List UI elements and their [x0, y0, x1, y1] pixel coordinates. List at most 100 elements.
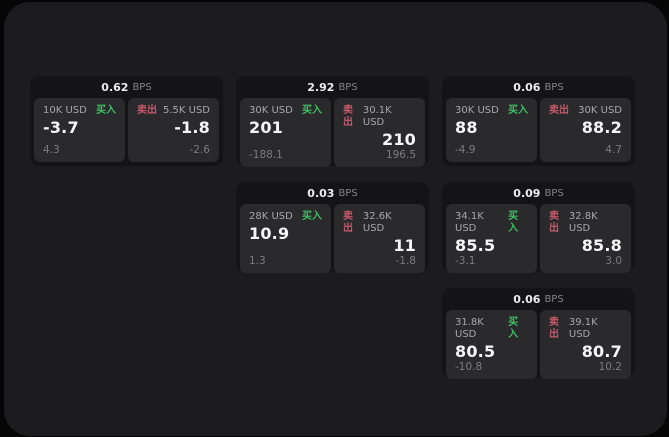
sell-price: -1.8	[174, 118, 210, 137]
sell-quote-panel[interactable]: 卖出 5.5K USD -1.8 -2.6	[128, 98, 219, 162]
spread-header: 0.09 BPS	[446, 182, 631, 204]
sell-delta: 4.7	[605, 144, 622, 156]
sell-price: 210	[382, 130, 416, 149]
sell-price: 88.2	[581, 118, 622, 137]
sell-price: 11	[393, 236, 416, 255]
quote-body: 30K USD 买入 88 -4.9 卖出 30K USD 88.2 4.7	[446, 98, 631, 162]
sell-quote-panel[interactable]: 卖出 32.8K USD 85.8 3.0	[540, 204, 631, 273]
buy-price: -3.7	[43, 118, 79, 137]
buy-side-label: 买入	[302, 211, 322, 222]
sell-quote-panel[interactable]: 卖出 30K USD 88.2 4.7	[540, 98, 631, 162]
buy-side-label: 买入	[508, 105, 528, 116]
sell-size: 30.1K USD	[362, 105, 392, 128]
spread-unit: BPS	[544, 293, 564, 305]
sell-delta: 10.2	[598, 361, 622, 373]
spread-header: 0.03 BPS	[240, 182, 425, 204]
spread-value: 2.92	[307, 80, 335, 94]
sell-delta: 196.5	[385, 149, 416, 161]
spread-header: 0.06 BPS	[446, 76, 631, 98]
spread-unit: BPS	[544, 187, 564, 199]
spread-value: 0.06	[513, 80, 541, 94]
buy-delta: 4.3	[43, 144, 60, 156]
buy-quote-panel[interactable]: 28K USD 买入 10.9 1.3	[240, 204, 331, 273]
quote-body: 30K USD 买入 201 -188.1 卖出 30.1K USD 210 1…	[240, 98, 425, 167]
buy-quote-panel[interactable]: 10K USD 买入 -3.7 4.3	[34, 98, 125, 162]
quote-card: 0.62 BPS 10K USD 买入 -3.7 4.3 卖出 5.5K USD…	[30, 76, 223, 166]
buy-size: 28K USD	[249, 211, 293, 222]
buy-delta: -3.1	[455, 255, 476, 267]
buy-delta: -10.8	[455, 361, 483, 373]
quote-body: 31.8K USD 买入 80.5 -10.8 卖出 39.1K USD 80.…	[446, 310, 631, 379]
spread-value: 0.62	[101, 80, 129, 94]
quote-card: 0.06 BPS 31.8K USD 买入 80.5 -10.8 卖出 39.1…	[442, 288, 635, 379]
buy-delta: -4.9	[455, 144, 476, 156]
buy-quote-panel[interactable]: 34.1K USD 买入 85.5 -3.1	[446, 204, 537, 273]
buy-price: 10.9	[249, 224, 290, 243]
sell-quote-panel[interactable]: 卖出 39.1K USD 80.7 10.2	[540, 310, 631, 379]
spread-value: 0.06	[513, 292, 541, 306]
sell-delta: 3.0	[605, 255, 622, 267]
sell-side-label: 卖出	[343, 211, 353, 234]
buy-quote-panel[interactable]: 30K USD 买入 88 -4.9	[446, 98, 537, 162]
buy-price: 201	[249, 118, 283, 137]
buy-price: 85.5	[455, 236, 496, 255]
spread-value: 0.03	[307, 186, 335, 200]
buy-top-row: 30K USD 买入	[249, 105, 322, 117]
quote-body: 34.1K USD 买入 85.5 -3.1 卖出 32.8K USD 85.8…	[446, 204, 631, 273]
sell-side-label: 卖出	[343, 105, 353, 128]
quote-grid: 0.62 BPS 10K USD 买入 -3.7 4.3 卖出 5.5K USD…	[30, 76, 635, 379]
spread-value: 0.09	[513, 186, 541, 200]
buy-size: 10K USD	[43, 105, 87, 116]
sell-side-label: 卖出	[549, 317, 559, 340]
sell-top-row: 卖出 5.5K USD	[137, 105, 210, 117]
sell-side-label: 卖出	[549, 105, 569, 116]
spread-unit: BPS	[544, 81, 564, 93]
sell-side-label: 卖出	[137, 105, 157, 116]
sell-top-row: 卖出 30.1K USD	[343, 105, 416, 129]
buy-delta: 1.3	[249, 255, 266, 267]
buy-top-row: 31.8K USD 买入	[455, 317, 528, 341]
sell-top-row: 卖出 32.8K USD	[549, 211, 622, 235]
buy-size: 31.8K USD	[455, 317, 484, 340]
quote-card: 0.06 BPS 30K USD 买入 88 -4.9 卖出 30K USD 8…	[442, 76, 635, 166]
spread-header: 0.62 BPS	[34, 76, 219, 98]
spread-unit: BPS	[132, 81, 152, 93]
sell-delta: -2.6	[189, 144, 211, 156]
sell-delta: -1.8	[395, 255, 417, 267]
buy-top-row: 34.1K USD 买入	[455, 211, 528, 235]
sell-top-row: 卖出 39.1K USD	[549, 317, 622, 341]
sell-size: 32.8K USD	[568, 211, 598, 234]
quote-body: 28K USD 买入 10.9 1.3 卖出 32.6K USD 11 -1.8	[240, 204, 425, 273]
spread-header: 0.06 BPS	[446, 288, 631, 310]
sell-price: 80.7	[581, 342, 622, 361]
buy-top-row: 28K USD 买入	[249, 211, 322, 223]
buy-quote-panel[interactable]: 31.8K USD 买入 80.5 -10.8	[446, 310, 537, 379]
spread-unit: BPS	[338, 187, 358, 199]
sell-size: 5.5K USD	[162, 105, 210, 116]
quotes-panel: 0.62 BPS 10K USD 买入 -3.7 4.3 卖出 5.5K USD…	[4, 2, 667, 436]
sell-size: 30K USD	[578, 105, 622, 116]
buy-price: 80.5	[455, 342, 496, 361]
sell-top-row: 卖出 32.6K USD	[343, 211, 416, 235]
buy-size: 30K USD	[455, 105, 499, 116]
sell-top-row: 卖出 30K USD	[549, 105, 622, 117]
buy-size: 34.1K USD	[455, 211, 484, 234]
buy-top-row: 10K USD 买入	[43, 105, 116, 117]
buy-price: 88	[455, 118, 478, 137]
buy-quote-panel[interactable]: 30K USD 买入 201 -188.1	[240, 98, 331, 167]
sell-quote-panel[interactable]: 卖出 32.6K USD 11 -1.8	[334, 204, 425, 273]
quote-card: 2.92 BPS 30K USD 买入 201 -188.1 卖出 30.1K …	[236, 76, 429, 167]
quote-card: 0.03 BPS 28K USD 买入 10.9 1.3 卖出 32.6K US…	[236, 182, 429, 273]
quote-card: 0.09 BPS 34.1K USD 买入 85.5 -3.1 卖出 32.8K…	[442, 182, 635, 273]
sell-quote-panel[interactable]: 卖出 30.1K USD 210 196.5	[334, 98, 425, 167]
buy-side-label: 买入	[508, 317, 519, 340]
sell-price: 85.8	[581, 236, 622, 255]
buy-side-label: 买入	[302, 105, 322, 116]
sell-size: 39.1K USD	[568, 317, 598, 340]
spread-header: 2.92 BPS	[240, 76, 425, 98]
buy-top-row: 30K USD 买入	[455, 105, 528, 117]
buy-side-label: 买入	[96, 105, 116, 116]
buy-size: 30K USD	[249, 105, 293, 116]
sell-side-label: 卖出	[549, 211, 559, 234]
sell-size: 32.6K USD	[362, 211, 392, 234]
